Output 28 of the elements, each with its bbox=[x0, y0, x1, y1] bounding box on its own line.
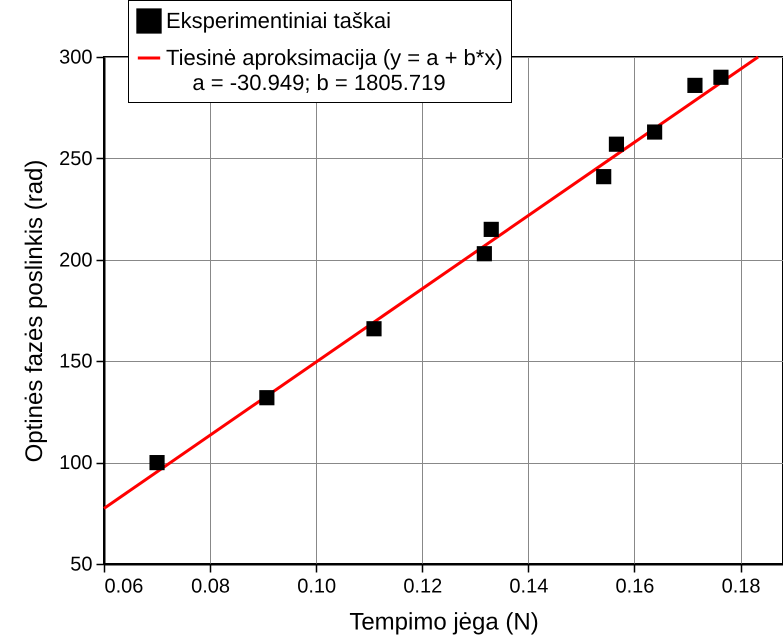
point bbox=[687, 78, 703, 93]
point bbox=[259, 390, 274, 406]
x-tick-label: 0.06 bbox=[104, 576, 144, 598]
point bbox=[647, 124, 662, 140]
y-tick-label: 150 bbox=[59, 350, 92, 373]
legend-label: Eksperimentiniai taškai bbox=[166, 8, 391, 33]
x-tick-label: 0.16 bbox=[616, 576, 654, 598]
y-tick-label: 200 bbox=[59, 249, 92, 272]
x-tick-label: 0.08 bbox=[191, 576, 230, 598]
point bbox=[596, 169, 612, 184]
point bbox=[608, 136, 624, 152]
x-tick-label: 0.14 bbox=[509, 576, 548, 598]
point bbox=[149, 455, 165, 470]
x-tick-label: 0.12 bbox=[403, 576, 442, 598]
point bbox=[366, 321, 382, 336]
x-axis-title: Tempimo jėga (N) bbox=[349, 608, 539, 636]
point bbox=[476, 246, 492, 262]
point bbox=[484, 222, 499, 237]
x-tick-label: 0.10 bbox=[297, 576, 336, 598]
y-axis-title: Optinės fazės poslinkis (rad) bbox=[21, 160, 48, 462]
point bbox=[713, 70, 729, 85]
legend-label: Tiesinė aproksimacija (y = a + b*x) bbox=[166, 45, 503, 70]
y-tick-label: 250 bbox=[59, 148, 92, 170]
y-tick-label: 50 bbox=[70, 554, 92, 576]
x-tick-label: 0.18 bbox=[722, 576, 761, 598]
y-tick-label: 300 bbox=[59, 46, 92, 68]
annotation: a = -30.949; b = 1805.719 bbox=[192, 70, 446, 95]
y-tick-label: 100 bbox=[59, 452, 92, 474]
